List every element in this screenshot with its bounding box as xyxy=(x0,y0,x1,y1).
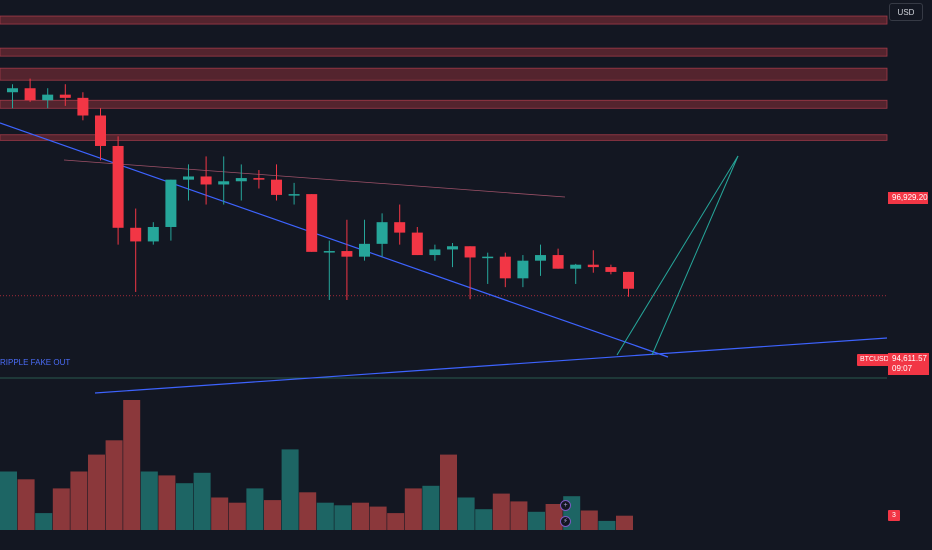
volume-bar xyxy=(528,511,545,530)
volume-bar xyxy=(457,497,475,530)
candle-body xyxy=(447,246,458,250)
candle-body xyxy=(200,176,212,185)
ascending-trendline xyxy=(94,337,888,394)
descending-trendline xyxy=(0,122,669,358)
volume-bar xyxy=(0,471,17,530)
candle-body xyxy=(587,264,599,268)
candle-body xyxy=(376,222,388,244)
candle-body xyxy=(464,246,476,258)
candle-body xyxy=(235,178,247,182)
candle-body xyxy=(288,194,300,196)
candle-body xyxy=(394,222,406,233)
candle-body xyxy=(77,97,89,116)
volume-bar xyxy=(334,505,352,530)
projection-line xyxy=(616,155,739,356)
symbol-tag: BTCUSD xyxy=(857,354,892,366)
volume-bar xyxy=(598,520,616,530)
last-price-value: 94,611.57 xyxy=(892,354,927,363)
volume-bar xyxy=(140,471,158,530)
volume-bar xyxy=(123,400,141,530)
candle-body xyxy=(42,94,54,101)
candle-body xyxy=(623,271,634,289)
volume-bar xyxy=(422,485,440,530)
candle-body xyxy=(7,88,18,93)
volume-bar xyxy=(52,488,70,530)
resistance-zone xyxy=(0,15,888,25)
projection-line xyxy=(651,155,739,356)
volume-badge: 3 xyxy=(888,510,900,521)
candle-body xyxy=(130,227,142,242)
resistance-zone xyxy=(0,67,888,81)
volume-bar xyxy=(492,493,510,530)
last-price-label: 94,611.57 09:07 xyxy=(888,353,929,375)
candle-body xyxy=(24,88,36,101)
volume-bar xyxy=(616,515,633,530)
candle-body xyxy=(499,256,511,279)
volume-bar xyxy=(369,506,387,530)
volume-bar xyxy=(352,502,369,530)
countdown-value: 09:07 xyxy=(892,364,913,373)
add-icon[interactable]: + xyxy=(560,500,571,511)
candle-body xyxy=(552,255,564,269)
volume-bar xyxy=(35,513,53,530)
candle-body xyxy=(95,115,106,146)
volume-bar xyxy=(228,502,246,530)
candle-body xyxy=(165,179,177,227)
volume-bar xyxy=(440,454,457,530)
volume-bar xyxy=(387,513,405,530)
resistance-zone xyxy=(0,99,888,109)
candle-body xyxy=(482,256,494,259)
volume-bar xyxy=(316,502,334,530)
candle-body xyxy=(535,255,546,261)
candle-body xyxy=(429,249,441,256)
candle-body xyxy=(605,267,617,272)
volume-bar xyxy=(176,483,193,530)
volume-bar xyxy=(158,475,176,530)
volume-bar xyxy=(264,500,281,530)
volume-bar xyxy=(193,472,211,530)
volume-bar xyxy=(70,471,88,530)
lightning-icon[interactable]: ⚡ xyxy=(560,516,571,527)
candle-body xyxy=(323,251,335,253)
volume-bar xyxy=(17,479,35,530)
volume-bar xyxy=(475,509,493,530)
volume-bar xyxy=(545,504,563,530)
candle-body xyxy=(570,264,582,269)
resistance-price-label: 96,929.20 xyxy=(888,192,928,204)
volume-bar xyxy=(299,492,317,530)
moving-average-line xyxy=(63,159,566,198)
candle-body xyxy=(359,243,370,257)
resistance-zone xyxy=(0,134,888,141)
candle-body xyxy=(306,194,318,252)
volume-bar xyxy=(404,488,422,530)
candle-body xyxy=(253,178,265,180)
volume-bar xyxy=(211,497,229,530)
candle-body xyxy=(183,176,194,180)
candle-body xyxy=(411,232,423,256)
volume-bar xyxy=(510,501,528,530)
volume-bar xyxy=(580,510,598,530)
volume-bar xyxy=(88,454,105,530)
candle-body xyxy=(341,251,353,257)
volume-bar xyxy=(246,488,264,530)
volume-bar xyxy=(105,440,123,530)
candle-body xyxy=(147,226,159,242)
candle-body xyxy=(271,179,282,195)
volume-bar xyxy=(281,449,299,530)
currency-button[interactable]: USD xyxy=(889,3,923,21)
candle-body xyxy=(112,145,124,228)
ripple-fake-out-label: RIPPLE FAKE OUT xyxy=(0,358,71,367)
candle-body xyxy=(218,181,230,185)
candle-body xyxy=(59,94,71,98)
candle-body xyxy=(517,260,529,279)
resistance-zone xyxy=(0,47,888,57)
